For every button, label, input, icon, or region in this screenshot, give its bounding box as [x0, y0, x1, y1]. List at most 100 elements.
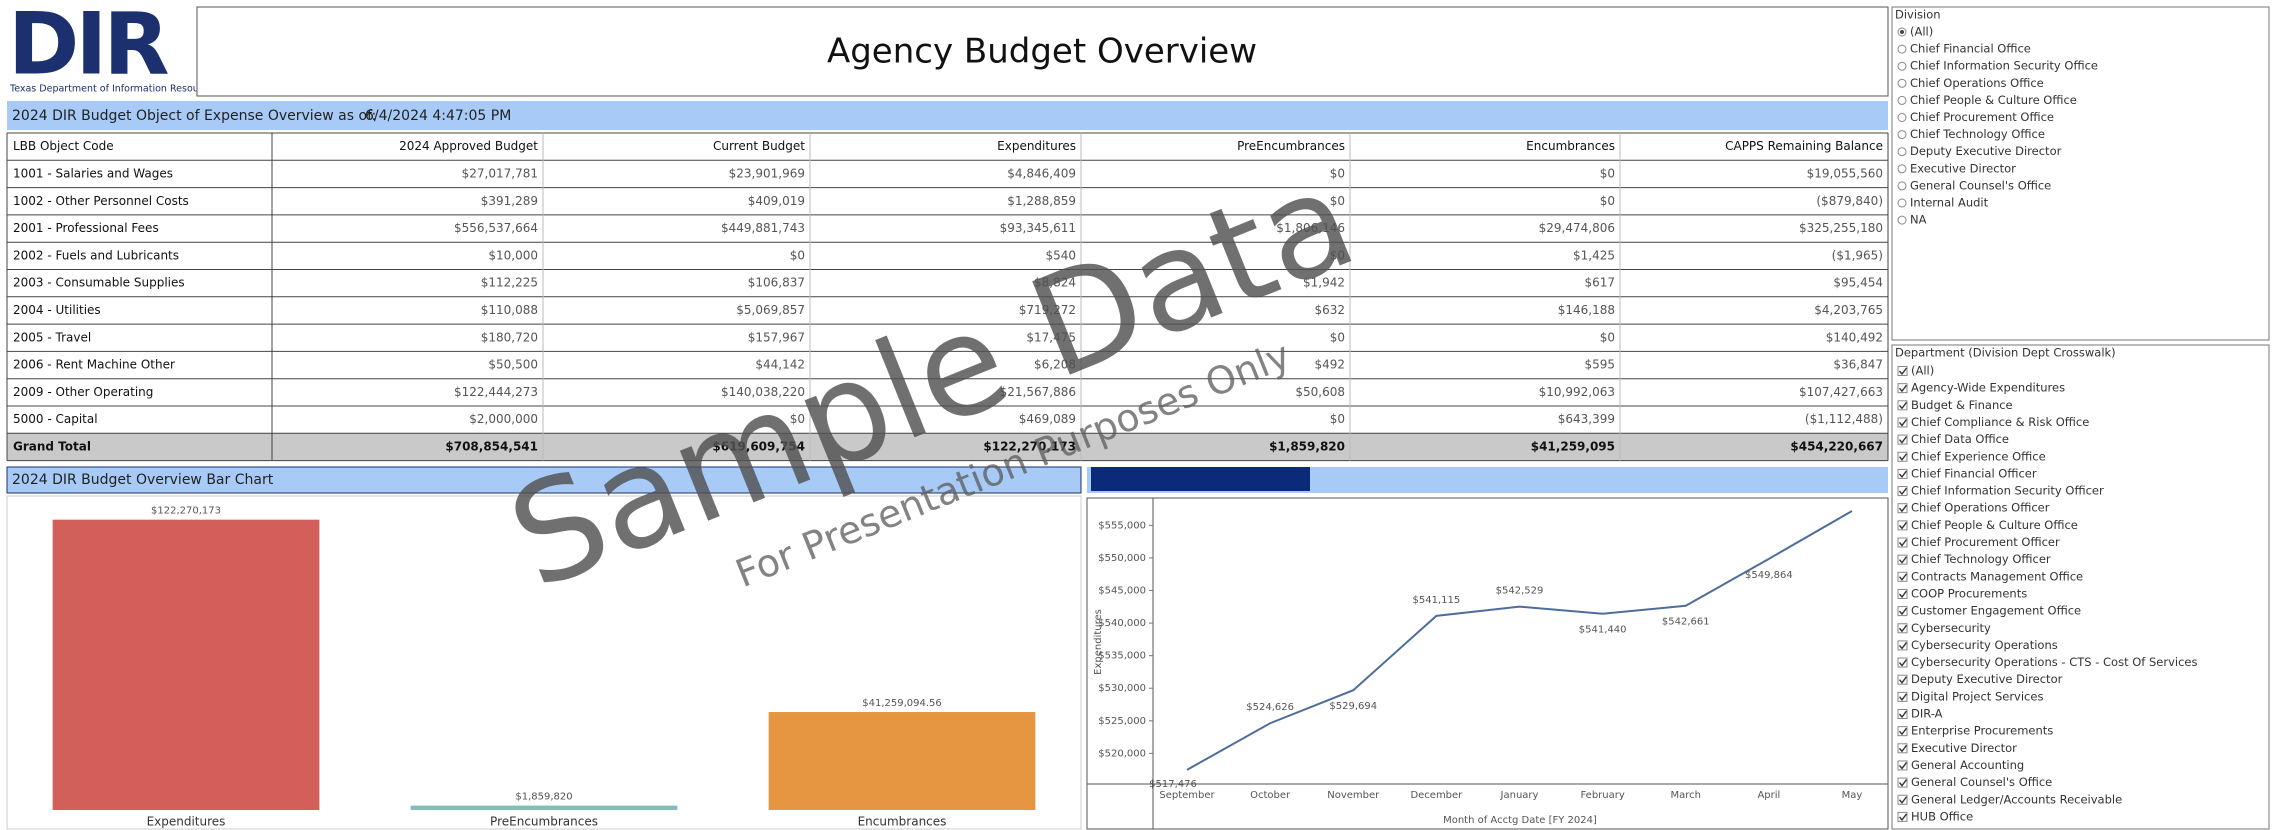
column-header: Encumbrances: [1526, 139, 1615, 153]
department-option: General Counsel's Office: [1911, 775, 2052, 789]
bar: [768, 712, 1036, 810]
table-cell: $0: [1600, 194, 1615, 208]
department-option: Customer Engagement Office: [1911, 604, 2081, 618]
checkbox: [1897, 794, 1908, 805]
checkbox: [1897, 811, 1908, 822]
logo-text: DIR: [8, 0, 168, 94]
table-cell: $27,017,781: [462, 166, 538, 180]
line-chart-heading-block: [1091, 467, 1310, 491]
checkbox: [1897, 743, 1908, 754]
check: [1898, 779, 1908, 787]
department-option: Contracts Management Office: [1911, 569, 2083, 583]
bar-chart-frame: [6, 495, 1082, 830]
check: [1898, 710, 1908, 719]
radio: [1897, 164, 1907, 174]
table-cell: ($879,840): [1816, 194, 1883, 208]
point-value-label: $524,626: [1246, 702, 1294, 713]
y-tick-label: $520,000: [1098, 748, 1146, 759]
table-cell: $0: [790, 412, 805, 426]
table-cell: $23,901,969: [729, 166, 805, 180]
division-option: Executive Director: [1910, 161, 2016, 175]
checkbox: [1897, 709, 1908, 719]
check: [1898, 796, 1908, 804]
column-header: CAPPS Remaining Balance: [1725, 139, 1883, 153]
department-option: DIR-A: [1911, 707, 1943, 721]
table-cell: $325,255,180: [1799, 221, 1883, 235]
table-cell: $492: [1314, 358, 1345, 372]
table-cell: $95,454: [1833, 276, 1883, 290]
check: [1898, 384, 1908, 393]
department-option: Chief Experience Office: [1911, 449, 2046, 463]
total-cell: $454,220,667: [1790, 439, 1883, 453]
table-cell: $10,992,063: [1539, 385, 1615, 399]
watermark: Sample Data For Presentation Purposes On…: [489, 138, 1375, 621]
bar-value-label: $122,270,173: [151, 506, 221, 517]
checkbox: [1897, 606, 1908, 617]
table-cell: $617: [1584, 276, 1615, 290]
table-cell: $50,608: [1295, 385, 1345, 399]
total-row-bg: [7, 433, 1888, 461]
table-cell: $157,967: [748, 330, 805, 344]
y-tick-label: $550,000: [1098, 553, 1146, 564]
department-option: Chief Compliance & Risk Office: [1911, 415, 2089, 429]
department-option: COOP Procurements: [1911, 586, 2027, 600]
table-cell: $2,000,000: [469, 412, 538, 426]
title-box: [196, 6, 1889, 97]
checkbox: [1897, 640, 1908, 651]
check: [1898, 401, 1908, 410]
check: [1898, 487, 1908, 496]
checkbox: [1897, 383, 1908, 394]
division-option: Chief Information Security Office: [1910, 59, 2098, 73]
checkbox: [1897, 726, 1908, 737]
radio: [1897, 78, 1907, 88]
check: [1898, 744, 1908, 753]
table-cell: ($1,965): [1832, 248, 1883, 262]
division-option: General Counsel's Office: [1910, 178, 2051, 192]
department-option: Cybersecurity: [1911, 621, 1991, 635]
x-axis-label: Month of Acctg Date [FY 2024]: [1443, 815, 1597, 826]
radio: [1897, 181, 1907, 191]
x-tick-label: April: [1757, 790, 1780, 801]
y-tick-label: $525,000: [1098, 716, 1146, 727]
table-cell: $4,846,409: [1007, 166, 1076, 180]
y-tick-label: $535,000: [1098, 651, 1146, 662]
check: [1898, 367, 1908, 376]
check: [1898, 727, 1908, 736]
x-tick-label: October: [1250, 790, 1291, 801]
point-value-label: $542,529: [1496, 586, 1544, 597]
department-option: Enterprise Procurements: [1911, 724, 2053, 738]
table-cell: $50,500: [488, 358, 538, 372]
department-option: General Accounting: [1911, 758, 2024, 772]
division-filter-title: Division: [1895, 8, 1941, 22]
department-option: Chief People & Culture Office: [1911, 518, 2078, 532]
table-cell: $107,427,663: [1799, 385, 1883, 399]
table-cell: $0: [1330, 166, 1345, 180]
check: [1898, 556, 1908, 564]
table-cell: $106,837: [748, 276, 805, 290]
table-cell: $140,038,220: [721, 385, 805, 399]
table-cell: $5,069,857: [736, 303, 805, 317]
check: [1898, 607, 1908, 616]
point-value-label: $517,476: [1149, 779, 1197, 790]
division-option: (All): [1910, 25, 1933, 39]
department-option: General Ledger/Accounts Receivable: [1911, 792, 2122, 806]
total-cell: $1,859,820: [1269, 439, 1345, 453]
radio: [1897, 215, 1907, 225]
department-option: Deputy Executive Director: [1911, 672, 2063, 686]
table-cell: $112,225: [481, 276, 538, 290]
check: [1898, 659, 1908, 667]
checkbox: [1897, 537, 1908, 548]
x-tick-label: February: [1580, 790, 1624, 801]
radio: [1897, 198, 1907, 208]
radio: [1897, 61, 1907, 71]
y-tick-label: $545,000: [1098, 586, 1146, 597]
department-option: Chief Procurement Officer: [1911, 535, 2060, 549]
x-tick-label: March: [1671, 790, 1701, 801]
bar-value-label: $41,259,094.56: [862, 698, 942, 709]
total-cell: $708,854,541: [445, 439, 538, 453]
department-option: (All): [1911, 364, 1934, 378]
radio: [1897, 44, 1907, 54]
table-cell: $180,720: [481, 330, 538, 344]
checkbox: [1897, 691, 1908, 702]
x-category-label: PreEncumbrances: [490, 815, 598, 829]
